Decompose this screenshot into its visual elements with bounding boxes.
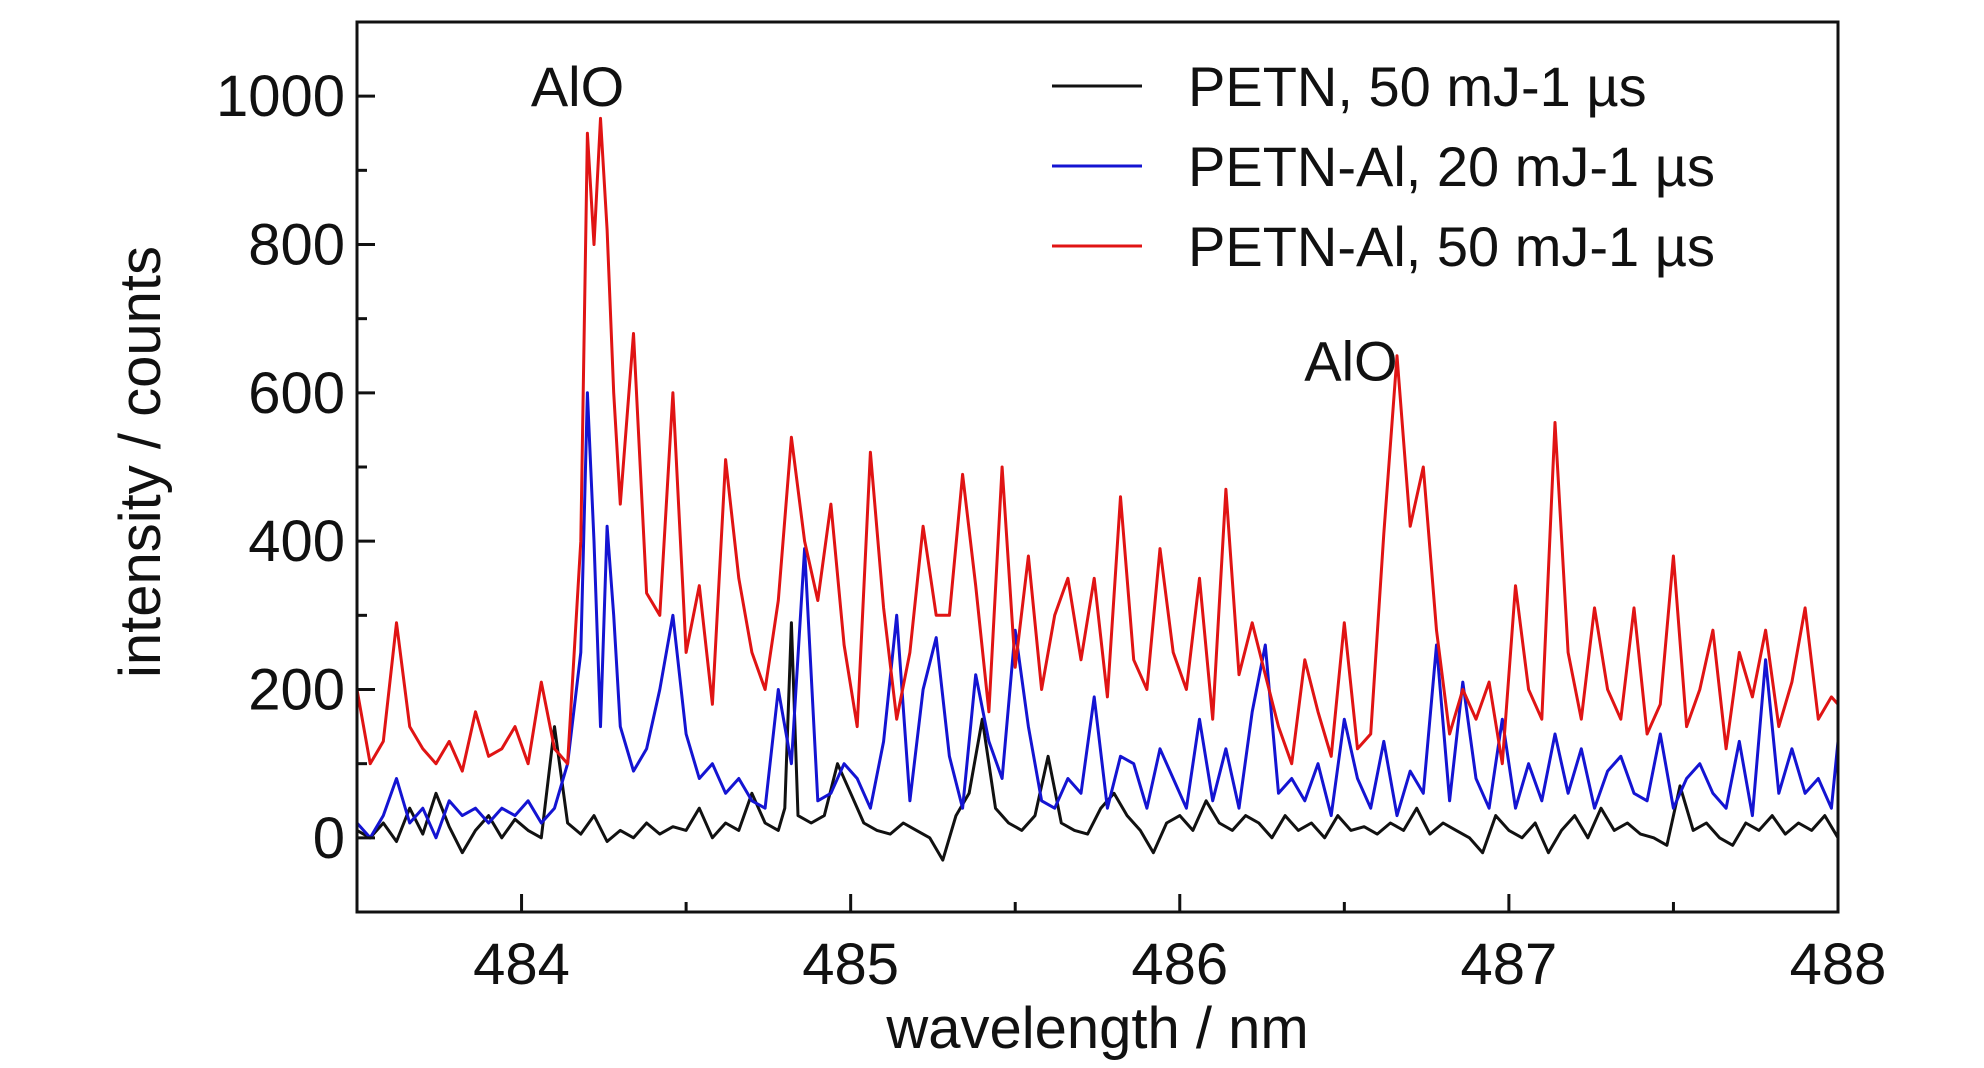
y-tick-label: 400 [248, 509, 345, 574]
annotations: AlO AlO [531, 55, 1398, 392]
annotation-label-1: AlO [531, 55, 624, 118]
x-tick-label: 485 [802, 932, 899, 997]
x-axis-title: wavelength / nm [885, 996, 1308, 1061]
annotation-label-2: AlO [1304, 330, 1397, 393]
x-tick-label: 486 [1131, 932, 1228, 997]
y-tick-label: 800 [248, 213, 345, 278]
x-tick-label: 487 [1460, 932, 1557, 997]
y-tick-label: 200 [248, 658, 345, 723]
legend-label-3: PETN-Al, 50 mJ-1 µs [1188, 215, 1715, 278]
x-axis: 484 485 486 487 488 [355, 894, 1887, 997]
y-axis-title: intensity / counts [108, 246, 173, 678]
series-line-2 [355, 391, 1840, 840]
legend-label-1: PETN, 50 mJ-1 µs [1188, 55, 1647, 118]
legend-label-2: PETN-Al, 20 mJ-1 µs [1188, 135, 1715, 198]
x-tick-label: 488 [1790, 932, 1887, 997]
legend: PETN, 50 mJ-1 µs PETN-Al, 20 mJ-1 µs PETN-… [1052, 55, 1715, 278]
y-tick-label: 600 [248, 361, 345, 426]
x-tick-label: 484 [473, 932, 570, 997]
y-tick-label: 1000 [216, 64, 345, 129]
series-line-3 [355, 116, 1840, 773]
y-axis: 0 200 400 600 800 1000 [216, 64, 375, 871]
series-layer [355, 116, 1840, 862]
y-tick-label: 0 [313, 806, 345, 871]
series-line-1 [356, 621, 1840, 862]
